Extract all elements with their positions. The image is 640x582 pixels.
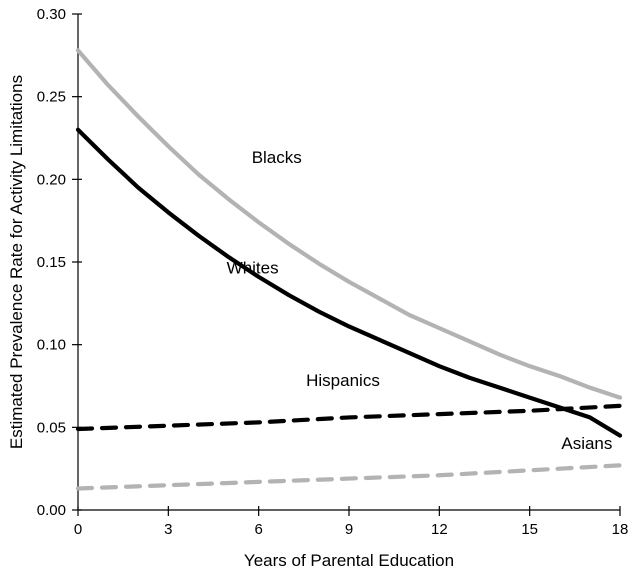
y-tick-label: 0.05 — [37, 419, 66, 436]
series-label-blacks: Blacks — [252, 148, 302, 167]
x-tick-label: 6 — [254, 521, 262, 538]
y-axis-title: Estimated Prevalence Rate for Activity L… — [7, 75, 26, 449]
series-label-asians: Asians — [561, 434, 612, 453]
y-tick-label: 0.15 — [37, 254, 66, 271]
x-axis-title: Years of Parental Education — [244, 551, 454, 570]
line-chart: 0.00 0.05 0.10 0.15 0.20 0.25 0.30 0 3 6 9 12 15 18 Bl… — [0, 0, 640, 582]
y-tick-label: 0.20 — [37, 171, 66, 188]
x-tick-label: 12 — [431, 521, 448, 538]
plot-background — [0, 0, 640, 582]
chart-container: 0.00 0.05 0.10 0.15 0.20 0.25 0.30 0 3 6 9 12 15 18 Bl… — [0, 0, 640, 582]
y-tick-label: 0.00 — [37, 502, 66, 519]
series-label-hispanics: Hispanics — [306, 371, 380, 390]
y-tick-label: 0.10 — [37, 337, 66, 354]
series-label-whites: Whites — [227, 259, 279, 278]
x-tick-label: 15 — [521, 521, 538, 538]
x-tick-label: 3 — [164, 521, 172, 538]
x-tick-label: 9 — [345, 521, 353, 538]
x-tick-label: 18 — [612, 521, 629, 538]
y-tick-label: 0.30 — [37, 6, 66, 23]
x-tick-label: 0 — [74, 521, 82, 538]
y-tick-label: 0.25 — [37, 89, 66, 106]
